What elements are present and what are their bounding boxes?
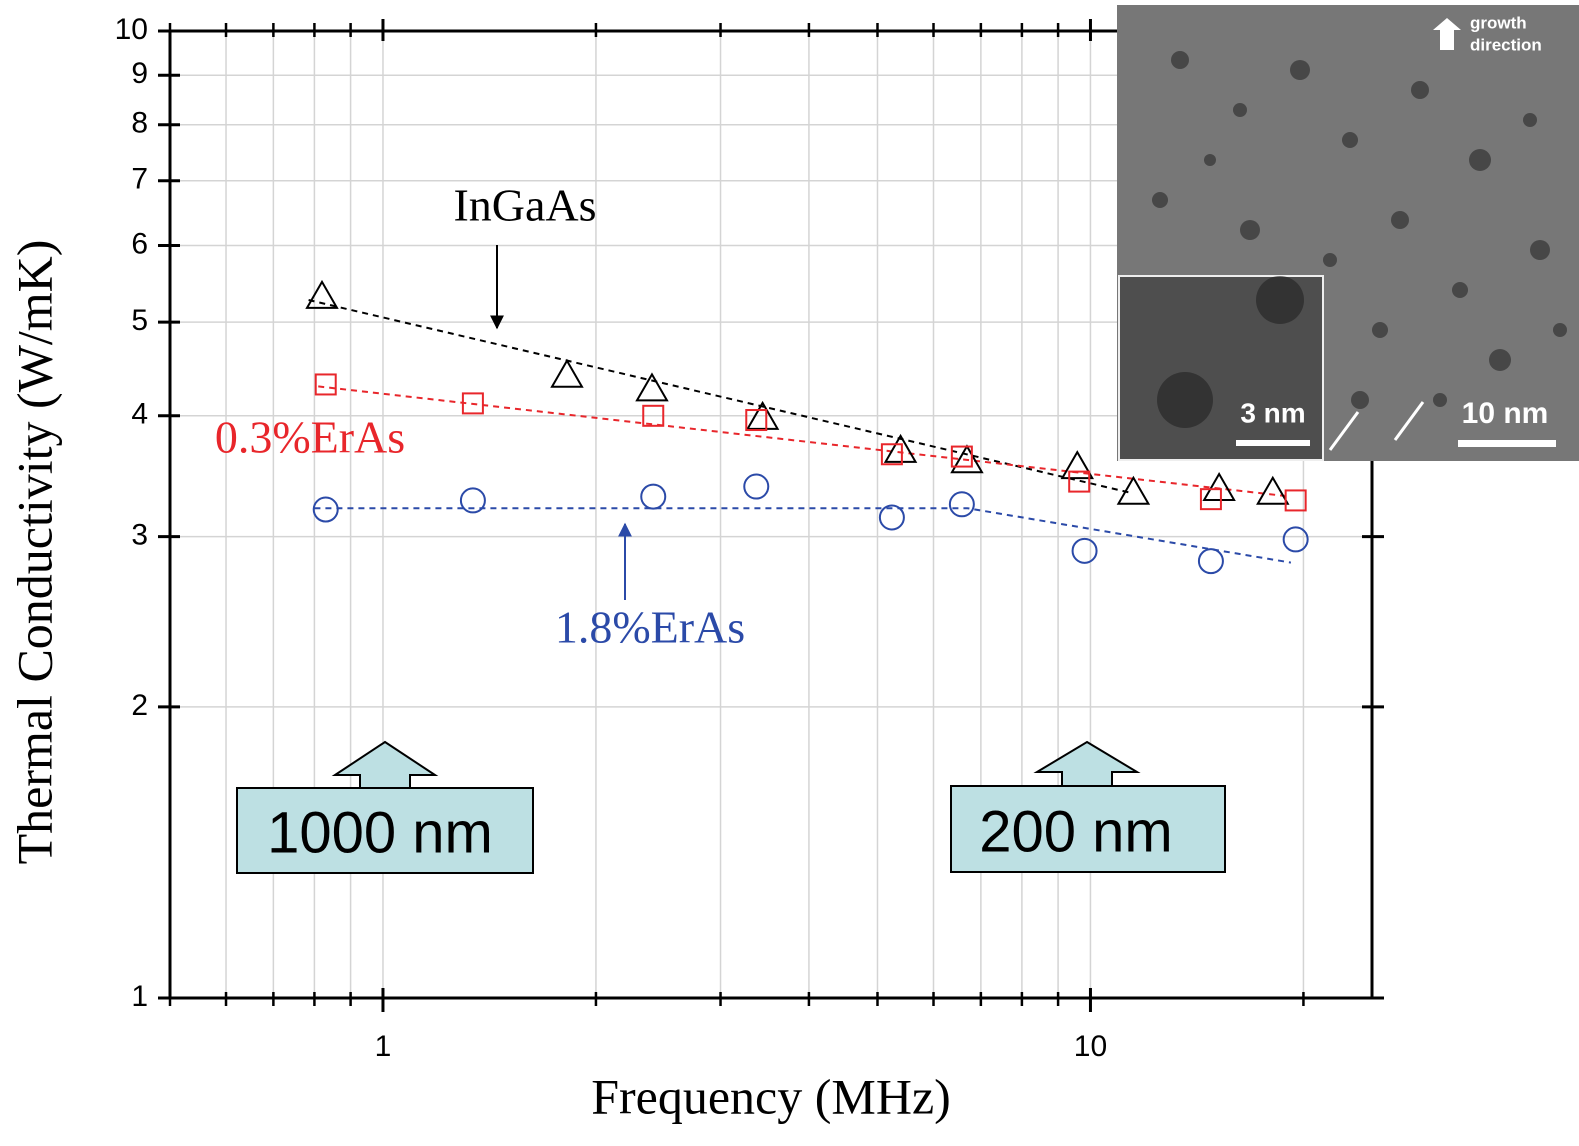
data-point — [1199, 549, 1223, 573]
y-tick-label: 1 — [131, 980, 148, 1013]
scale-label: 3 nm — [1240, 397, 1305, 428]
series-label: 1.8%ErAs — [555, 602, 745, 653]
data-point — [950, 492, 974, 516]
data-point — [316, 374, 336, 394]
y-tick-label: 4 — [131, 398, 148, 431]
scale-bar — [1458, 440, 1556, 447]
data-point — [641, 485, 665, 509]
data-point — [744, 475, 768, 499]
scale-bar — [1236, 440, 1310, 446]
data-point — [552, 361, 582, 387]
inset-label: growth — [1470, 13, 1527, 32]
y-tick-label: 10 — [115, 13, 148, 46]
chart: 1 2 3 4 5 6 7 8 9 10 1 10 Frequency (MHz) Thermal C… — [0, 0, 1579, 1141]
y-tick-label: 5 — [131, 304, 148, 337]
box-label: 1000 nm — [267, 800, 493, 865]
y-tick-label: 6 — [131, 227, 148, 260]
y-tick-label: 7 — [131, 163, 148, 196]
micrograph-inset: growth direction 3 nm 10 nm — [1117, 5, 1579, 461]
inset-label: direction — [1470, 35, 1542, 54]
y-tick-label: 3 — [131, 519, 148, 552]
y-tick-label: 8 — [131, 107, 148, 140]
x-tick-label: 10 — [1074, 1030, 1107, 1063]
y-axis-title: Thermal Conductivity (W/mK) — [6, 240, 62, 865]
fit-line — [314, 508, 1290, 562]
data-point — [1073, 539, 1097, 563]
x-axis-title: Frequency (MHz) — [591, 1068, 951, 1124]
y-tick-label: 2 — [131, 689, 148, 722]
scale-label: 10 nm — [1462, 397, 1549, 430]
y-tick-label: 9 — [131, 57, 148, 90]
data-point — [1069, 472, 1089, 492]
x-tick-label: 1 — [375, 1030, 392, 1063]
data-point — [314, 498, 338, 522]
box-label: 200 nm — [979, 799, 1172, 864]
box-arrow — [1037, 742, 1137, 786]
series-label: InGaAs — [453, 180, 596, 231]
series-label: 0.3%ErAs — [215, 412, 405, 463]
data-point — [1286, 490, 1306, 510]
data-point — [1258, 478, 1288, 504]
